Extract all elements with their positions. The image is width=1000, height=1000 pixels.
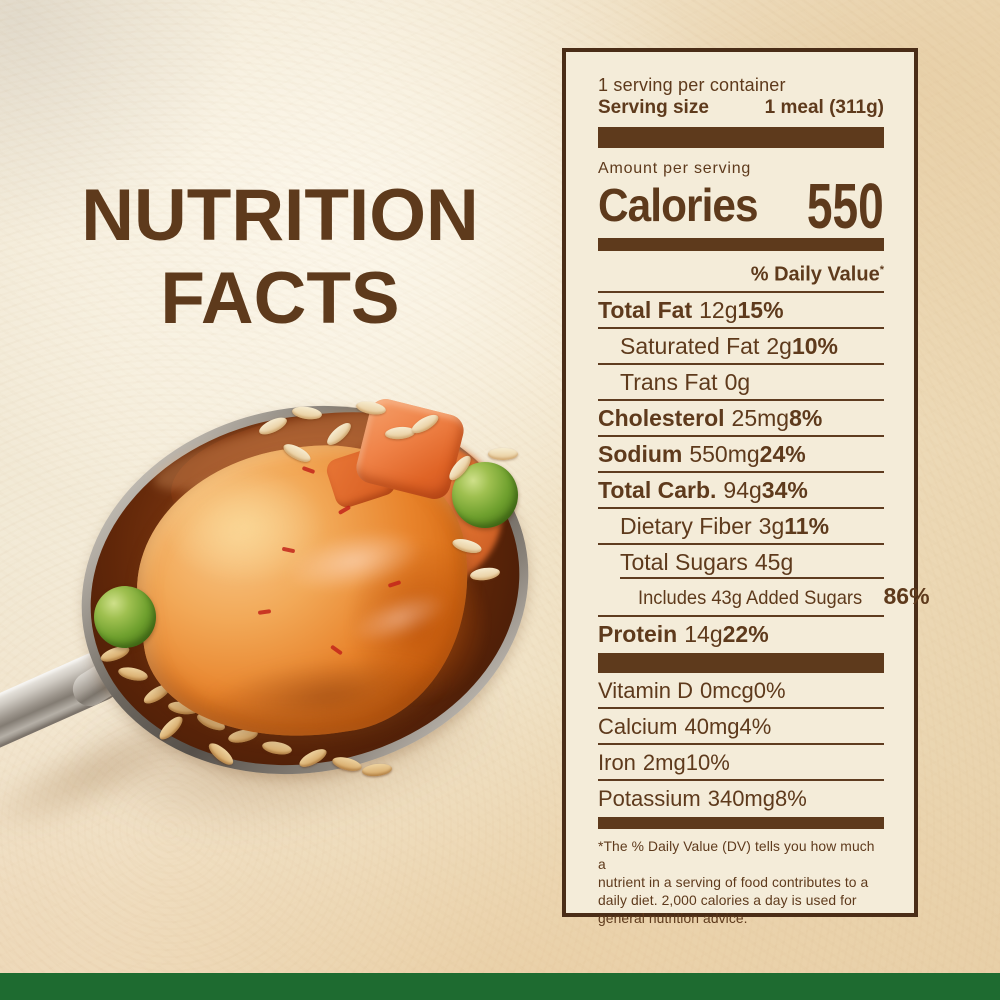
nutrient-row: Protein 14g 22% bbox=[598, 617, 884, 653]
nutrient-amount: 2mg bbox=[642, 749, 686, 775]
page-title: NUTRITION FACTS bbox=[30, 174, 530, 340]
title-line-1: NUTRITION bbox=[81, 175, 479, 256]
nutrient-name: Potassium bbox=[598, 785, 701, 811]
nutrient-amount: 40mg bbox=[684, 713, 740, 739]
footnote-mark: * bbox=[879, 264, 884, 276]
nutrient-name: Total Carb. bbox=[598, 476, 717, 503]
nutrient-row: Includes 43g Added Sugars 86% bbox=[598, 579, 930, 617]
nutrient-row: Sodium 550mg 24% bbox=[598, 437, 884, 473]
nutrient-amount: 0g bbox=[724, 368, 751, 395]
calories-row: Calories 550 bbox=[598, 170, 884, 242]
nutrient-amount: 25mg bbox=[731, 404, 790, 431]
nutrient-rows: Total Fat 12g 15% Saturated Fat 2g 10% T… bbox=[598, 293, 930, 653]
nutrient-name: Total Fat bbox=[598, 296, 693, 323]
nutrient-amount: 94g bbox=[723, 476, 762, 503]
nutrient-dv: 0% bbox=[753, 677, 786, 703]
nutrient-dv: 22% bbox=[722, 620, 769, 647]
nutrient-dv: 10% bbox=[685, 749, 730, 775]
nutrient-row: Potassium 340mg 8% bbox=[598, 781, 884, 815]
nutrient-amount: 550mg bbox=[689, 440, 760, 467]
nutrition-facts-panel: 1 serving per container Serving size 1 m… bbox=[562, 48, 930, 926]
pea-left bbox=[94, 586, 156, 648]
nutrient-amount: 45g bbox=[754, 548, 794, 575]
divider-bar bbox=[598, 127, 884, 148]
nutrient-name: Cholesterol bbox=[598, 404, 725, 431]
divider-bar bbox=[598, 238, 884, 251]
nutrient-name: Iron bbox=[598, 749, 636, 775]
nutrient-amount: 0mcg bbox=[699, 677, 754, 703]
nutrient-dv: 24% bbox=[759, 440, 806, 467]
calories-value: 550 bbox=[807, 170, 884, 242]
daily-value-header: % Daily Value* bbox=[598, 259, 884, 293]
nutrient-row: Iron 2mg 10% bbox=[598, 745, 884, 781]
nutrient-dv: 86% bbox=[883, 582, 930, 609]
nutrient-name: Trans Fat bbox=[620, 368, 718, 395]
nutrient-name: Vitamin D bbox=[598, 677, 693, 703]
vitamin-rows: Vitamin D 0mcg 0% Calcium 40mg 4% Iron 2… bbox=[598, 673, 884, 815]
nutrient-amount: 3g bbox=[758, 512, 785, 539]
title-line-2: FACTS bbox=[160, 258, 400, 339]
serving-size-value: 1 meal (311g) bbox=[764, 97, 884, 118]
nutrient-row: Total Carb. 94g 34% bbox=[598, 473, 884, 509]
nutrient-amount: 2g bbox=[766, 332, 792, 359]
daily-value-footnote: *The % Daily Value (DV) tells you how mu… bbox=[598, 837, 875, 926]
amount-per-serving-label: Amount per serving bbox=[598, 160, 752, 177]
rice-grain bbox=[488, 448, 518, 460]
nutrient-name: Saturated Fat bbox=[620, 332, 760, 359]
nutrient-name: Includes 43g Added Sugars bbox=[638, 586, 863, 609]
nutrient-amount: 12g bbox=[699, 296, 738, 323]
calories-label: Calories bbox=[598, 179, 759, 231]
serving-size-row: Serving size 1 meal (311g) bbox=[598, 96, 884, 120]
nutrient-name: Calcium bbox=[598, 713, 678, 739]
nutrient-name: Dietary Fiber bbox=[620, 512, 752, 539]
nutrient-dv: 10% bbox=[791, 332, 838, 359]
nutrient-name: Sodium bbox=[598, 440, 683, 467]
nutrient-row: Vitamin D 0mcg 0% bbox=[598, 673, 884, 709]
nutrient-row: Saturated Fat 2g 10% bbox=[598, 329, 884, 365]
nutrient-row: Total Sugars 45g bbox=[598, 545, 884, 579]
nutrient-dv: 34% bbox=[761, 476, 808, 503]
divider-bar bbox=[598, 652, 884, 673]
nutrient-name: Protein bbox=[598, 620, 678, 647]
nutrient-dv: 4% bbox=[739, 713, 772, 739]
nutrient-row: Calcium 40mg 4% bbox=[598, 709, 884, 745]
nutrient-dv: 15% bbox=[737, 296, 784, 323]
divider-bar bbox=[598, 816, 884, 829]
nutrient-row: Dietary Fiber 3g 11% bbox=[598, 509, 884, 545]
nutrient-name: Total Sugars bbox=[620, 548, 748, 575]
nutrient-dv: 11% bbox=[784, 512, 830, 539]
nutrient-row: Total Fat 12g 15% bbox=[598, 293, 884, 329]
nutrient-row: Trans Fat 0g bbox=[598, 365, 884, 401]
bottom-green-bar bbox=[0, 973, 1000, 1000]
servings-per-container: 1 serving per container bbox=[598, 75, 786, 95]
nutrient-amount: 340mg bbox=[707, 785, 775, 811]
nutrient-row: Cholesterol 25mg 8% bbox=[598, 401, 884, 437]
nutrient-dv: 8% bbox=[775, 785, 807, 811]
nutrient-amount: 14g bbox=[684, 620, 723, 647]
serving-size-label: Serving size bbox=[598, 97, 709, 118]
nutrient-dv: 8% bbox=[789, 404, 823, 431]
